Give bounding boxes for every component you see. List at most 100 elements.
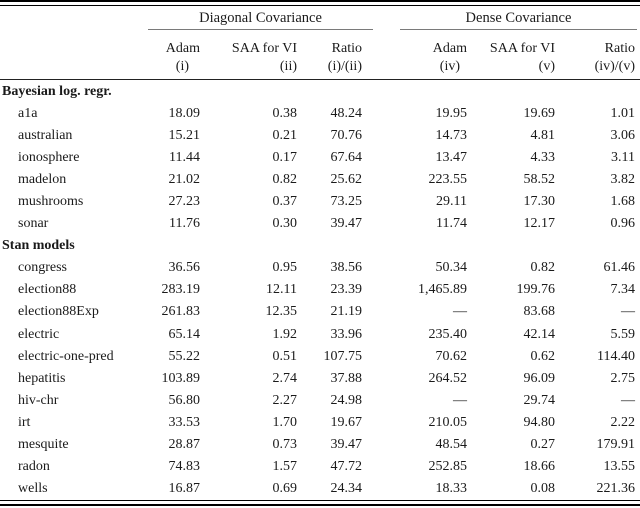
value-cell: 29.74 xyxy=(523,392,556,408)
column-subheader-row: (i) (ii) (i)/(ii) (iv) (v) (iv)/(v) xyxy=(0,58,640,76)
row-label: hepatitis xyxy=(18,370,66,386)
value-cell: 58.52 xyxy=(523,172,556,188)
row-label: hiv-chr xyxy=(18,392,59,408)
value-cell: 261.83 xyxy=(161,304,201,320)
value-cell: 4.81 xyxy=(530,128,556,144)
value-cell: 283.19 xyxy=(161,282,201,298)
value-cell: 48.24 xyxy=(330,106,363,122)
value-cell: 70.62 xyxy=(435,348,468,364)
value-cell: 24.98 xyxy=(330,392,363,408)
section-label: Bayesian log. regr. xyxy=(2,84,112,100)
value-cell: 0.51 xyxy=(272,348,298,364)
section-row: Stan models xyxy=(0,235,640,257)
column-header-row: Adam SAA for VI Ratio Adam SAA for VI Ra… xyxy=(0,40,640,58)
cmidrule-diagonal xyxy=(148,29,373,30)
top-rule-outer xyxy=(0,0,640,2)
value-cell: 2.74 xyxy=(272,370,298,386)
value-cell: 73.25 xyxy=(330,194,363,210)
value-cell: 2.75 xyxy=(610,370,636,386)
value-cell: 1.92 xyxy=(272,326,298,342)
value-cell: 0.69 xyxy=(272,480,298,496)
column-header-ratio-i-ii: Ratio xyxy=(331,41,362,56)
value-cell: 0.30 xyxy=(272,216,298,232)
row-label: irt xyxy=(18,414,31,430)
value-cell: 0.08 xyxy=(530,480,556,496)
column-subheader-v: (v) xyxy=(538,59,555,74)
table-row: election88Exp 261.83 12.35 21.19 — 83.68 — xyxy=(0,301,640,323)
table-row: congress 36.56 0.95 38.56 50.34 0.82 61.46 xyxy=(0,257,640,279)
value-cell: 210.05 xyxy=(428,414,468,430)
value-cell: 179.91 xyxy=(596,436,636,452)
value-cell: 3.82 xyxy=(610,172,636,188)
value-cell: 19.67 xyxy=(330,414,363,430)
value-cell: 11.44 xyxy=(169,150,200,166)
row-label: election88 xyxy=(18,282,77,298)
column-header-adam-i: Adam xyxy=(165,41,200,56)
row-label: a1a xyxy=(18,106,38,122)
row-label: ionosphere xyxy=(18,150,80,166)
row-label: mushrooms xyxy=(18,194,84,210)
table-body: Bayesian log. regr. a1a 18.09 0.38 48.24 19.9… xyxy=(0,81,640,500)
value-cell: 33.53 xyxy=(168,414,201,430)
value-cell: 23.39 xyxy=(330,282,363,298)
value-cell: 12.11 xyxy=(266,282,297,298)
value-cell: 5.59 xyxy=(610,326,636,342)
column-subheader-iv-v: (iv)/(v) xyxy=(594,59,635,74)
value-cell: 56.80 xyxy=(168,392,201,408)
group-header-diagonal-covariance: Diagonal Covariance xyxy=(199,10,322,26)
value-cell: 96.09 xyxy=(523,370,556,386)
column-header-spacer xyxy=(0,40,148,58)
value-cell: — xyxy=(453,304,467,320)
value-cell: 37.88 xyxy=(330,370,363,386)
value-cell: 21.19 xyxy=(330,304,363,320)
column-header-saa-v: SAA for VI xyxy=(489,41,555,56)
value-cell: 4.33 xyxy=(530,150,556,166)
value-cell: 3.06 xyxy=(610,128,636,144)
value-cell: 24.34 xyxy=(330,480,363,496)
value-cell: 21.02 xyxy=(168,172,201,188)
column-subheader-ii: (ii) xyxy=(279,59,297,74)
group-header-dense-covariance: Dense Covariance xyxy=(465,10,572,26)
value-cell: 11.76 xyxy=(169,216,200,232)
value-cell: 3.11 xyxy=(611,150,635,166)
value-cell: 94.80 xyxy=(523,414,556,430)
value-cell: 67.64 xyxy=(330,150,363,166)
table-row: electric-one-pred 55.22 0.51 107.75 70.62 0.6… xyxy=(0,346,640,368)
value-cell: 107.75 xyxy=(323,348,363,364)
value-cell: 28.87 xyxy=(168,436,201,452)
row-label: radon xyxy=(18,458,50,474)
value-cell: 0.96 xyxy=(610,216,636,232)
table-row: mushrooms 27.23 0.37 73.25 29.11 17.30 1.68 xyxy=(0,191,640,213)
value-cell: 39.47 xyxy=(330,216,363,232)
value-cell: 235.40 xyxy=(428,326,468,342)
value-cell: 50.34 xyxy=(435,260,468,276)
value-cell: 0.38 xyxy=(272,106,298,122)
value-cell: 114.40 xyxy=(597,348,635,364)
section-label: Stan models xyxy=(2,238,75,254)
row-label: sonar xyxy=(18,216,49,232)
value-cell: 199.76 xyxy=(516,282,556,298)
value-cell: 0.73 xyxy=(272,436,298,452)
column-subheader-i: (i) xyxy=(175,59,189,74)
table-row: madelon 21.02 0.82 25.62 223.55 58.52 3.82 xyxy=(0,169,640,191)
value-cell: 83.68 xyxy=(523,304,556,320)
row-label: congress xyxy=(18,260,67,276)
value-cell: 19.69 xyxy=(523,106,556,122)
row-label: electric xyxy=(18,326,60,342)
value-cell: 33.96 xyxy=(330,326,363,342)
column-header-adam-iv: Adam xyxy=(432,41,467,56)
row-label: election88Exp xyxy=(18,304,99,320)
table-row: radon 74.83 1.57 47.72 252.85 18.66 13.55 xyxy=(0,456,640,478)
header-separator-rule xyxy=(0,79,640,80)
value-cell: 252.85 xyxy=(428,458,468,474)
value-cell: 70.76 xyxy=(330,128,363,144)
column-subheader-iv: (iv) xyxy=(439,59,460,74)
value-cell: 0.21 xyxy=(272,128,298,144)
section-row: Bayesian log. regr. xyxy=(0,81,640,103)
column-header-saa-ii: SAA for VI xyxy=(231,41,297,56)
value-cell: 39.47 xyxy=(330,436,363,452)
value-cell: 12.35 xyxy=(265,304,298,320)
value-cell: 13.47 xyxy=(435,150,468,166)
value-cell: 1,465.89 xyxy=(418,282,467,298)
